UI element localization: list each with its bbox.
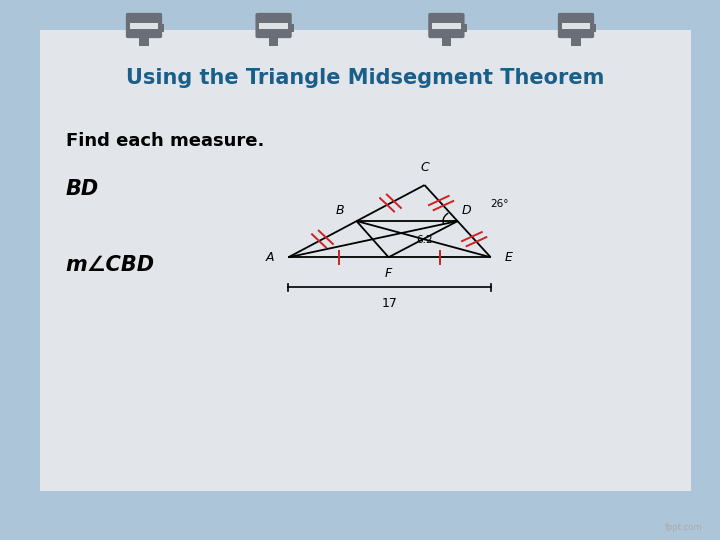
Text: 26°: 26°	[490, 199, 509, 210]
Text: Find each measure.: Find each measure.	[66, 132, 264, 150]
Text: F: F	[385, 267, 392, 280]
Bar	[289, 24, 294, 32]
Text: E: E	[505, 251, 513, 264]
Text: C: C	[420, 161, 429, 174]
Bar	[130, 23, 158, 29]
Text: 17: 17	[382, 298, 397, 310]
Bar	[139, 34, 149, 46]
Bar	[259, 23, 288, 29]
FancyBboxPatch shape	[256, 13, 292, 38]
Text: fppt.com: fppt.com	[665, 523, 702, 532]
Bar	[432, 23, 461, 29]
Text: B: B	[336, 204, 345, 217]
Bar	[462, 24, 467, 32]
Bar	[591, 24, 596, 32]
Bar	[562, 23, 590, 29]
FancyBboxPatch shape	[558, 13, 594, 38]
Bar	[441, 34, 451, 46]
Text: A: A	[266, 251, 274, 264]
Text: D: D	[462, 204, 471, 217]
Text: BD: BD	[66, 179, 99, 199]
Bar	[159, 24, 164, 32]
Bar	[269, 34, 279, 46]
FancyBboxPatch shape	[428, 13, 464, 38]
Text: 6.2: 6.2	[416, 235, 433, 245]
Text: Using the Triangle Midsegment Theorem: Using the Triangle Midsegment Theorem	[126, 68, 605, 88]
Text: m∠CBD: m∠CBD	[66, 255, 155, 275]
FancyBboxPatch shape	[126, 13, 162, 38]
Bar	[571, 34, 581, 46]
